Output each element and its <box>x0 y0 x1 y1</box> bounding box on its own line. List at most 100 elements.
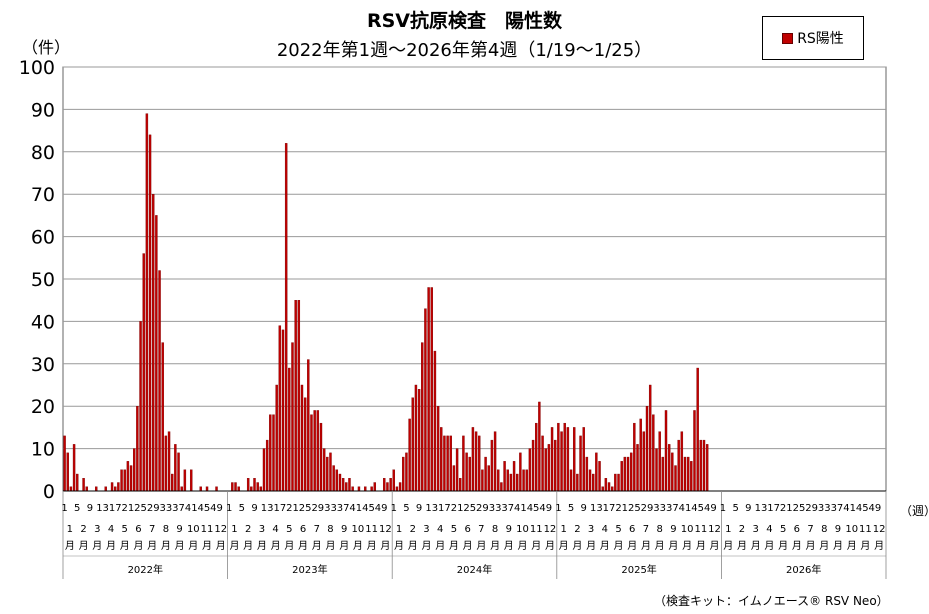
bar <box>117 482 120 492</box>
x-month-suffix: 月 <box>229 540 239 552</box>
x-week-label: 49 <box>375 503 388 514</box>
bar <box>443 435 446 492</box>
bar <box>398 482 402 492</box>
x-week-label: 37 <box>337 503 350 514</box>
x-week-label: 25 <box>628 503 641 514</box>
x-month-label: 3 <box>259 524 265 535</box>
bar <box>617 473 620 492</box>
bar <box>677 439 680 492</box>
y-tick-label: 70 <box>31 184 55 206</box>
footnote: （検査キット：イムノエース® RSV Neo） <box>654 594 889 608</box>
bar <box>522 469 525 492</box>
bar <box>417 389 421 492</box>
bar <box>607 482 611 492</box>
x-month-suffix: 月 <box>545 540 555 552</box>
bar <box>459 478 462 492</box>
x-month-suffix: 月 <box>504 540 514 552</box>
bar <box>588 469 592 492</box>
bar <box>623 456 627 492</box>
bar <box>246 478 250 492</box>
x-week-label: 9 <box>251 503 257 514</box>
x-week-label: 5 <box>403 503 409 514</box>
bar <box>405 452 408 492</box>
bar <box>440 427 443 492</box>
bar <box>538 401 541 492</box>
bar <box>348 478 351 492</box>
x-week-label: 21 <box>286 503 299 514</box>
x-month-label: 12 <box>708 524 721 535</box>
bar <box>430 287 433 492</box>
bar <box>272 414 275 492</box>
bar <box>547 444 551 492</box>
bar <box>199 486 202 492</box>
x-month-suffix: 月 <box>92 540 102 552</box>
bar <box>126 461 130 492</box>
x-week-label: 17 <box>767 503 780 514</box>
bar <box>629 452 633 492</box>
bar <box>231 482 234 492</box>
bar <box>164 435 168 492</box>
bar <box>576 473 579 492</box>
bar <box>610 486 614 492</box>
bar <box>357 486 361 492</box>
x-week-label: 29 <box>147 503 160 514</box>
x-month-suffix: 月 <box>394 540 404 552</box>
x-month-label: 1 <box>725 524 731 535</box>
x-month-suffix: 月 <box>435 540 445 552</box>
bar <box>535 422 538 492</box>
x-month-suffix: 月 <box>668 540 678 552</box>
x-month-label: 8 <box>327 524 333 535</box>
x-month-suffix: 月 <box>655 540 665 552</box>
bar <box>620 461 623 492</box>
bar <box>664 410 668 492</box>
x-week-label: 13 <box>425 503 438 514</box>
bar <box>364 486 367 492</box>
x-month-label: 9 <box>670 524 676 535</box>
y-tick-label: 90 <box>31 99 55 121</box>
bar <box>652 414 655 492</box>
bar <box>329 452 332 492</box>
bar <box>297 300 301 492</box>
bar <box>148 134 152 492</box>
bar <box>155 215 158 492</box>
x-month-label: 1 <box>560 524 566 535</box>
x-month-label: 3 <box>94 524 100 535</box>
bar <box>462 435 465 492</box>
x-month-suffix: 月 <box>312 540 322 552</box>
x-month-label: 2 <box>80 524 86 535</box>
bar <box>544 448 547 492</box>
x-week-label: 5 <box>732 503 738 514</box>
x-week-label: 13 <box>755 503 768 514</box>
bar <box>142 253 145 492</box>
bar <box>269 414 272 492</box>
x-year-label: 2023年 <box>292 563 327 576</box>
bar <box>667 444 671 492</box>
bar <box>389 478 392 492</box>
x-week-label: 45 <box>691 503 704 514</box>
x-month-label: 5 <box>451 524 457 535</box>
x-month-label: 4 <box>108 524 114 535</box>
bar <box>579 435 582 492</box>
bar <box>145 113 149 492</box>
x-month-label: 11 <box>530 524 543 535</box>
x-month-label: 10 <box>352 524 365 535</box>
bar <box>76 473 79 492</box>
x-month-suffix: 月 <box>147 540 157 552</box>
bar <box>307 359 310 492</box>
bar <box>313 410 316 492</box>
x-month-label: 11 <box>365 524 378 535</box>
bar <box>690 461 693 492</box>
x-year-label: 2025年 <box>621 563 656 576</box>
bar <box>614 473 617 492</box>
x-month-label: 4 <box>272 524 278 535</box>
bar <box>598 461 601 492</box>
x-month-label: 8 <box>492 524 498 535</box>
bar <box>487 465 490 492</box>
bar <box>373 482 377 492</box>
x-month-suffix: 月 <box>572 540 582 552</box>
bar <box>104 486 107 492</box>
bar <box>120 469 123 492</box>
bar <box>509 473 513 492</box>
x-week-label: 49 <box>704 503 717 514</box>
